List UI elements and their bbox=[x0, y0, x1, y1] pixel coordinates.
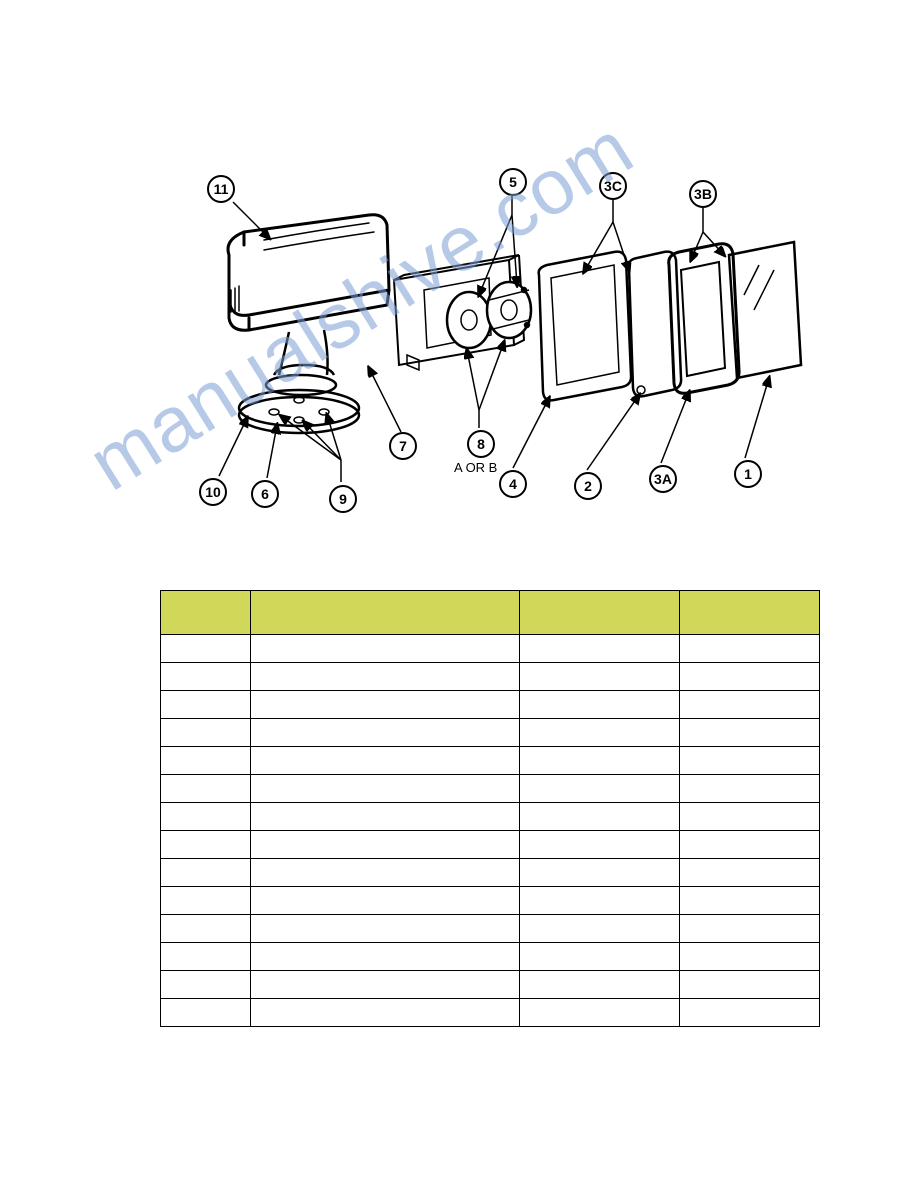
col-header-part bbox=[520, 591, 680, 635]
callout-11: 11 bbox=[207, 175, 235, 203]
parts-table bbox=[160, 590, 820, 1027]
table-row bbox=[161, 663, 820, 691]
table-row bbox=[161, 691, 820, 719]
exploded-diagram: 11 5 3C 3B 7 8 4 2 3A 1 10 6 9 A OR B bbox=[169, 160, 809, 550]
callout-5: 5 bbox=[499, 168, 527, 196]
callout-7: 7 bbox=[389, 432, 417, 460]
table-row bbox=[161, 859, 820, 887]
table-row bbox=[161, 775, 820, 803]
manual-page: 11 5 3C 3B 7 8 4 2 3A 1 10 6 9 A OR B ma… bbox=[0, 0, 918, 1188]
table-row bbox=[161, 943, 820, 971]
callout-6: 6 bbox=[251, 480, 279, 508]
callout-4: 4 bbox=[499, 470, 527, 498]
col-header-qty bbox=[680, 591, 820, 635]
table-row bbox=[161, 719, 820, 747]
callout-3b: 3B bbox=[689, 180, 717, 208]
callout-2: 2 bbox=[574, 472, 602, 500]
table-row bbox=[161, 887, 820, 915]
callout-8: 8 bbox=[467, 430, 495, 458]
callout-1: 1 bbox=[734, 460, 762, 488]
table-row bbox=[161, 915, 820, 943]
table-row bbox=[161, 747, 820, 775]
col-header-desc bbox=[250, 591, 520, 635]
col-header-item bbox=[161, 591, 251, 635]
table-row bbox=[161, 635, 820, 663]
table-row bbox=[161, 803, 820, 831]
table-header-row bbox=[161, 591, 820, 635]
callout-10: 10 bbox=[199, 478, 227, 506]
callout-9: 9 bbox=[329, 485, 357, 513]
callout-3c: 3C bbox=[599, 172, 627, 200]
table-row bbox=[161, 999, 820, 1027]
table-row bbox=[161, 831, 820, 859]
table-row bbox=[161, 971, 820, 999]
label-a-or-b: A OR B bbox=[454, 460, 497, 475]
table-body bbox=[161, 635, 820, 1027]
callout-3a: 3A bbox=[649, 465, 677, 493]
